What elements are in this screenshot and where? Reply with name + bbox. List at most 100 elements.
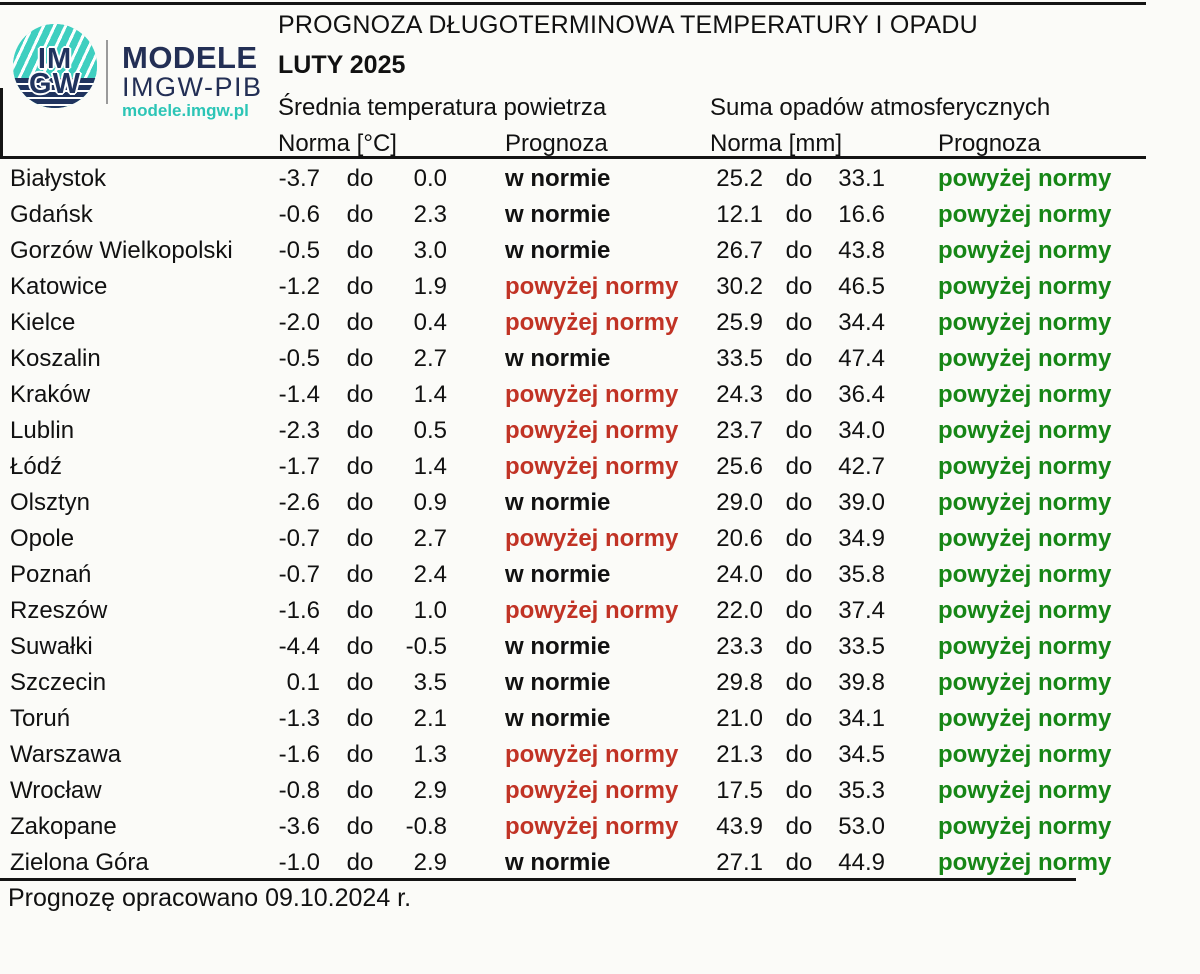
precip-norm-low: 24.3 [716,381,763,408]
precip-norm-high: 34.1 [838,705,885,732]
temp-range-word: do [346,813,374,840]
precip-forecast: powyżej normy [938,525,1112,552]
table-row: Rzeszów -1.6 do 1.0 powyżej normy 22.0 d… [0,593,1145,629]
temp-forecast: w normie [505,633,611,660]
temp-norm-low: -1.6 [278,597,320,624]
temp-forecast: w normie [505,849,611,876]
temp-range-word: do [346,777,374,804]
precip-norm-high: 37.4 [838,597,885,624]
precip-norm-low: 30.2 [716,273,763,300]
temp-norm-high: 1.3 [413,741,447,768]
temp-forecast: powyżej normy [505,417,679,444]
logo-letters-gw: GW [29,68,81,100]
temp-norm-high: 2.7 [413,345,447,372]
temp-norm-high: 1.9 [413,273,447,300]
precip-norm-low: 33.5 [716,345,763,372]
imgw-logo: IM GW [13,24,97,108]
precip-range-word: do [785,669,813,696]
table-row: Wrocław -0.8 do 2.9 powyżej normy 17.5 d… [0,773,1145,809]
temp-norm-high: 0.0 [413,165,447,192]
precip-forecast: powyżej normy [938,849,1112,876]
precip-norm-high: 36.4 [838,381,885,408]
city-cell: Kielce [10,309,76,336]
table-row: Lublin -2.3 do 0.5 powyżej normy 23.7 do… [0,413,1145,449]
precip-norm-low: 26.7 [716,237,763,264]
temp-forecast: w normie [505,705,611,732]
precip-range-word: do [785,381,813,408]
precip-range-word: do [785,813,813,840]
precip-range-word: do [785,777,813,804]
left-border-segment [0,88,3,159]
temp-norm-low: -1.7 [278,453,320,480]
precip-forecast: powyżej normy [938,597,1112,624]
temp-range-word: do [346,345,374,372]
precip-norm-low: 23.7 [716,417,763,444]
table-row: Kielce -2.0 do 0.4 powyżej normy 25.9 do… [0,305,1145,341]
precip-norm-low: 29.8 [716,669,763,696]
temp-forecast: powyżej normy [505,597,679,624]
temp-forecast: w normie [505,165,611,192]
table-row: Łódź -1.7 do 1.4 powyżej normy 25.6 do 4… [0,449,1145,485]
temp-norm-low: -4.4 [278,633,320,660]
precip-forecast: powyżej normy [938,813,1112,840]
precip-norm-high: 34.4 [838,309,885,336]
table-row: Olsztyn -2.6 do 0.9 w normie 29.0 do 39.… [0,485,1145,521]
precip-range-word: do [785,237,813,264]
temp-forecast: powyżej normy [505,453,679,480]
city-cell: Suwałki [10,633,93,660]
precip-range-word: do [785,525,813,552]
temp-norm-low: -1.0 [278,849,320,876]
temp-forecast: powyżej normy [505,309,679,336]
temp-norm-high: 0.4 [413,309,447,336]
precip-norm-high: 44.9 [838,849,885,876]
city-cell: Warszawa [10,741,122,768]
precip-forecast: powyżej normy [938,345,1112,372]
temp-forecast: powyżej normy [505,525,679,552]
precip-forecast: powyżej normy [938,705,1112,732]
precip-range-word: do [785,489,813,516]
precip-norm-high: 33.5 [838,633,885,660]
temp-range-word: do [346,237,374,264]
temp-norm-high: 3.5 [413,669,447,696]
temp-norm-high: 2.9 [413,777,447,804]
table-row: Gdańsk -0.6 do 2.3 w normie 12.1 do 16.6… [0,197,1145,233]
temp-norm-high: -0.5 [405,633,447,660]
page-subtitle-month: LUTY 2025 [278,51,406,79]
logo-brand-sub: IMGW-PIB [122,72,263,102]
precip-range-word: do [785,849,813,876]
precip-forecast-column-header: Prognoza [938,130,1041,157]
logo-divider [106,40,108,104]
temp-forecast: w normie [505,345,611,372]
precip-range-word: do [785,165,813,192]
precip-norm-high: 33.1 [838,165,885,192]
temp-range-word: do [346,489,374,516]
temp-norm-low: 0.1 [286,669,320,696]
temp-range-word: do [346,633,374,660]
table-row: Zakopane -3.6 do -0.8 powyżej normy 43.9… [0,809,1145,845]
temp-range-word: do [346,561,374,588]
city-cell: Opole [10,525,75,552]
temp-norm-low: -2.0 [278,309,320,336]
temp-range-word: do [346,741,374,768]
temp-norm-high: 1.0 [413,597,447,624]
table-row: Toruń -1.3 do 2.1 w normie 21.0 do 34.1 … [0,701,1145,737]
temp-norm-low: -1.4 [278,381,320,408]
precip-forecast: powyżej normy [938,273,1112,300]
temp-forecast: w normie [505,201,611,228]
city-cell: Toruń [10,705,71,732]
temp-range-word: do [346,273,374,300]
temp-norm-low: -2.3 [278,417,320,444]
logo-url: modele.imgw.pl [122,101,249,120]
table-row: Koszalin -0.5 do 2.7 w normie 33.5 do 47… [0,341,1145,377]
precip-norm-high: 34.5 [838,741,885,768]
precip-norm-high: 34.9 [838,525,885,552]
top-border-line [0,2,1146,5]
precip-range-word: do [785,705,813,732]
temp-norm-high: 0.5 [413,417,447,444]
temp-range-word: do [346,597,374,624]
temp-norm-column-header: Norma [°C] [278,130,397,157]
footer-note: Prognozę opracowano 09.10.2024 r. [8,884,412,912]
temp-range-word: do [346,165,374,192]
city-cell: Gdańsk [10,201,93,228]
precip-norm-high: 39.0 [838,489,885,516]
